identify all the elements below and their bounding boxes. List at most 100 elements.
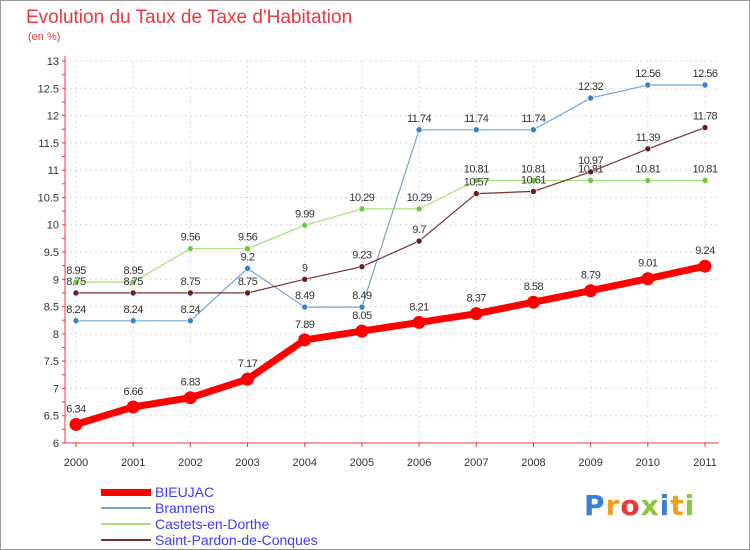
x-tick-label: 2009 <box>578 457 602 469</box>
logo-letter: P <box>584 489 606 522</box>
data-label-castets-en-dorthe: 8.95 <box>123 265 143 277</box>
data-label-castets-en-dorthe: 9.56 <box>181 232 201 244</box>
data-point-bieujac <box>584 284 598 298</box>
data-label-saint-pardon-de-conques: 10.57 <box>464 177 489 189</box>
y-tick-label: 6.5 <box>44 411 59 423</box>
data-label-brannens: 8.24 <box>123 304 143 316</box>
data-point-saint-pardon-de-conques <box>358 263 366 271</box>
data-point-brannens <box>129 317 137 325</box>
data-label-saint-pardon-de-conques: 10.97 <box>578 155 603 167</box>
data-point-bieujac <box>412 315 426 329</box>
chart-title: Evolution du Taux de Taxe d'Habitation <box>26 7 353 28</box>
data-label-bieujac: 9.24 <box>695 245 715 257</box>
y-tick-label: 8 <box>53 329 59 341</box>
data-label-saint-pardon-de-conques: 9.7 <box>412 224 426 236</box>
data-point-saint-pardon-de-conques <box>129 289 137 297</box>
data-label-bieujac: 9.01 <box>638 258 658 270</box>
data-label-brannens: 11.74 <box>407 113 432 125</box>
data-label-bieujac: 8.79 <box>581 270 601 282</box>
x-tick-label: 2006 <box>407 457 431 469</box>
data-point-castets-en-dorthe <box>472 177 480 184</box>
data-point-brannens <box>358 303 366 311</box>
data-label-brannens: 12.32 <box>578 81 603 93</box>
data-point-castets-en-dorthe <box>530 177 537 184</box>
data-point-castets-en-dorthe <box>187 245 194 253</box>
x-tick-label: 2008 <box>521 457 545 469</box>
y-tick-label: 12.5 <box>38 83 59 95</box>
data-point-bieujac <box>355 324 369 338</box>
x-tick-label: 2001 <box>121 457 145 469</box>
x-tick-label: 2003 <box>235 457 259 469</box>
y-tick-label: 6 <box>53 438 59 450</box>
data-label-castets-en-dorthe: 9.99 <box>295 208 315 220</box>
data-point-castets-en-dorthe <box>701 177 709 184</box>
data-label-saint-pardon-de-conques: 10.61 <box>521 174 546 186</box>
data-point-bieujac <box>126 400 140 414</box>
proxiti-logo: Proxiti <box>584 489 695 522</box>
data-point-saint-pardon-de-conques <box>472 190 480 197</box>
x-tick-label: 2011 <box>693 457 717 469</box>
data-label-bieujac: 8.21 <box>409 301 429 313</box>
data-point-castets-en-dorthe <box>129 278 137 286</box>
data-label-castets-en-dorthe: 9.56 <box>238 232 258 244</box>
data-label-brannens: 11.74 <box>464 113 489 125</box>
legend-label: Brannens <box>155 500 215 516</box>
data-point-brannens <box>530 126 537 134</box>
data-label-brannens: 8.49 <box>295 290 315 302</box>
y-tick-label: 11 <box>48 165 59 177</box>
data-label-brannens: 9.2 <box>241 251 255 263</box>
x-tick-label: 2002 <box>178 457 202 469</box>
data-point-bieujac <box>469 307 483 321</box>
data-point-saint-pardon-de-conques <box>530 188 537 195</box>
y-tick-label: 13 <box>47 56 59 68</box>
data-point-saint-pardon-de-conques <box>701 124 709 131</box>
data-label-bieujac: 7.89 <box>295 319 315 331</box>
logo-letter: o <box>620 489 641 522</box>
data-label-bieujac: 8.58 <box>524 281 544 293</box>
series-line-brannens <box>76 84 705 322</box>
data-label-castets-en-dorthe: 10.81 <box>464 164 489 176</box>
y-tick-label: 7.5 <box>44 356 59 368</box>
y-tick-label: 10 <box>47 220 59 232</box>
data-point-castets-en-dorthe <box>644 177 652 184</box>
data-label-brannens: 8.24 <box>181 304 201 316</box>
data-point-brannens <box>472 126 480 134</box>
data-point-brannens <box>244 265 251 272</box>
data-label-castets-en-dorthe: 10.29 <box>407 192 432 204</box>
data-label-bieujac: 6.83 <box>181 377 201 389</box>
data-label-saint-pardon-de-conques: 9 <box>302 262 308 274</box>
legend-swatch <box>101 489 151 496</box>
data-point-bieujac <box>698 259 712 273</box>
legend-swatch <box>101 539 151 541</box>
legend-label: BIEUJAC <box>155 484 215 500</box>
data-label-castets-en-dorthe: 10.81 <box>521 164 546 176</box>
data-point-castets-en-dorthe <box>415 205 423 213</box>
data-label-saint-pardon-de-conques: 8.75 <box>66 276 86 288</box>
logo-letter: x <box>640 489 660 522</box>
x-tick-label: 2004 <box>292 457 316 469</box>
data-point-bieujac <box>241 372 255 386</box>
data-label-castets-en-dorthe: 8.95 <box>66 265 86 277</box>
data-label-bieujac: 8.05 <box>352 310 372 322</box>
y-tick-label: 10.5 <box>38 192 59 204</box>
logo-letter: t <box>670 489 685 522</box>
legend-swatch <box>101 523 151 525</box>
data-point-bieujac <box>641 272 655 286</box>
data-label-bieujac: 7.17 <box>238 358 258 370</box>
data-label-castets-en-dorthe: 10.81 <box>692 164 717 176</box>
y-tick-label: 8.5 <box>44 302 59 314</box>
data-label-saint-pardon-de-conques: 11.39 <box>636 132 661 144</box>
data-point-brannens <box>301 303 309 311</box>
data-point-brannens <box>72 317 80 325</box>
data-label-brannens: 8.24 <box>66 304 86 316</box>
chart-unit: (en %) <box>28 31 61 43</box>
data-point-castets-en-dorthe <box>244 245 251 253</box>
data-point-brannens <box>644 81 652 89</box>
data-point-saint-pardon-de-conques <box>72 289 80 297</box>
y-tick-label: 11.5 <box>38 138 59 150</box>
legend-swatch <box>101 507 151 509</box>
data-point-saint-pardon-de-conques <box>587 168 594 176</box>
data-label-saint-pardon-de-conques: 8.75 <box>238 276 258 288</box>
